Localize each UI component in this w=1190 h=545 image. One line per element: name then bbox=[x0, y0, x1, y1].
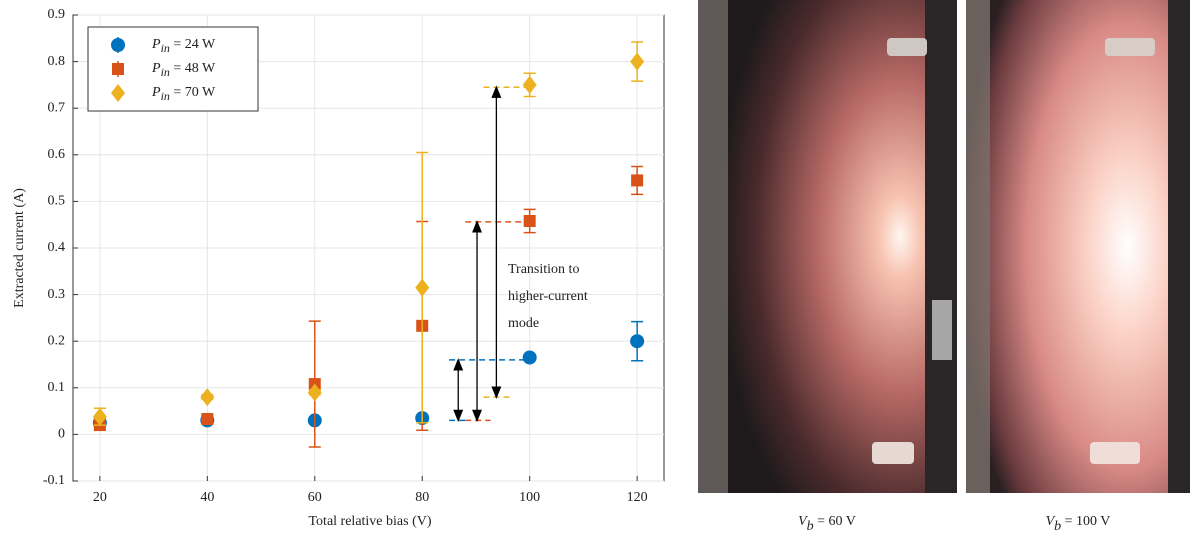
marker bbox=[630, 334, 645, 349]
marker bbox=[522, 350, 537, 365]
marker bbox=[111, 84, 125, 102]
legend-label: Pin = 48 W bbox=[151, 61, 216, 79]
legend-label: Pin = 24 W bbox=[151, 37, 216, 55]
x-tick-label: 80 bbox=[415, 490, 429, 505]
x-tick-label: 60 bbox=[308, 490, 322, 505]
y-tick-label: 0.7 bbox=[48, 100, 66, 115]
y-tick-label: 0.5 bbox=[48, 194, 66, 209]
arrow bbox=[453, 358, 464, 423]
annotation: mode bbox=[508, 316, 539, 331]
y-tick-label: 0.2 bbox=[48, 333, 66, 348]
marker bbox=[630, 52, 645, 71]
x-axis-label: Total relative bias (V) bbox=[308, 514, 431, 529]
marker bbox=[415, 278, 430, 297]
y-axis-label: Extracted current (A) bbox=[12, 188, 27, 308]
x-tick-label: 20 bbox=[93, 490, 107, 505]
marker bbox=[111, 38, 125, 52]
marker bbox=[92, 407, 107, 426]
legend-label: Pin = 70 W bbox=[151, 85, 216, 103]
x-tick-label: 40 bbox=[200, 490, 214, 505]
annotation: higher-current bbox=[508, 289, 588, 304]
marker bbox=[631, 174, 644, 187]
y-tick-label: 0.1 bbox=[48, 380, 66, 395]
marker bbox=[201, 413, 214, 426]
y-tick-label: 0.4 bbox=[48, 240, 66, 255]
y-tick-label: 0.9 bbox=[48, 7, 66, 22]
y-tick-label: 0.6 bbox=[48, 147, 66, 162]
x-tick-label: 120 bbox=[627, 490, 648, 505]
y-tick-label: 0.3 bbox=[48, 287, 66, 302]
y-tick-label: 0.8 bbox=[48, 54, 66, 69]
arrow bbox=[491, 85, 502, 399]
arrow bbox=[472, 220, 482, 423]
marker bbox=[112, 63, 124, 75]
marker bbox=[522, 75, 537, 94]
photo-left bbox=[698, 0, 957, 493]
photo-right bbox=[966, 0, 1190, 493]
marker bbox=[523, 214, 536, 227]
x-tick-label: 100 bbox=[519, 490, 540, 505]
marker bbox=[200, 388, 215, 407]
annotation: Transition to bbox=[508, 262, 579, 277]
y-tick-label: 0 bbox=[58, 427, 65, 442]
photo-caption: Vb = 60 V bbox=[798, 514, 856, 534]
photo-caption: Vb = 100 V bbox=[1046, 514, 1111, 534]
y-tick-label: -0.1 bbox=[43, 473, 65, 488]
chart: -0.1 0 0.1 0.2 0.3 0.4 0.5 0.6 0.7 0.8 0.9 20 40 60 80… bbox=[12, 7, 665, 529]
marker bbox=[307, 383, 322, 402]
